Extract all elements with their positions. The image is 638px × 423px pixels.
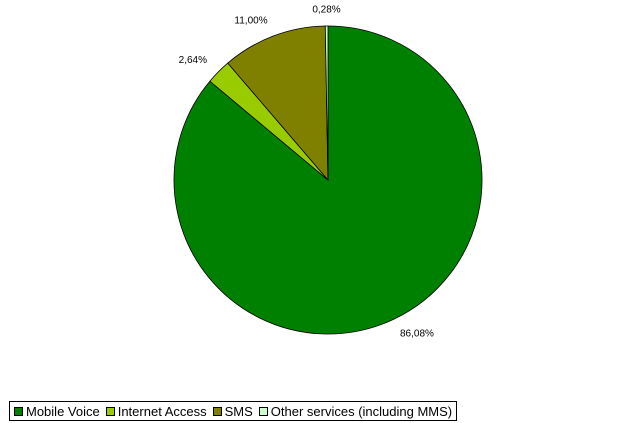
legend-item-internet-access: Internet Access bbox=[105, 403, 207, 419]
data-label-internet-access: 2,64% bbox=[179, 55, 207, 66]
pie-data-labels: 86,08% 2,64% 11,00% 0,28% bbox=[179, 5, 434, 340]
legend-label-internet-access: Internet Access bbox=[117, 403, 207, 419]
data-label-other-services: 0,28% bbox=[312, 5, 340, 16]
legend-swatch-sms bbox=[212, 406, 222, 416]
legend-item-sms: SMS bbox=[212, 403, 253, 419]
legend-swatch-mobile-voice bbox=[14, 406, 23, 416]
pie-slice-other-services bbox=[324, 25, 329, 181]
data-label-mobile-voice: 86,08% bbox=[400, 329, 434, 340]
legend-label-mobile-voice: Mobile Voice bbox=[26, 403, 100, 419]
pie-chart: 86,08% 2,64% 11,00% 0,28% bbox=[173, 5, 483, 340]
legend-label-sms: SMS bbox=[224, 403, 253, 419]
data-label-sms: 11,00% bbox=[234, 16, 267, 27]
pie-slice-sms bbox=[227, 25, 329, 182]
legend: Mobile Voice Internet Access SMS Other s… bbox=[9, 401, 458, 421]
legend-item-other-services: Other services (including MMS) bbox=[258, 403, 453, 419]
pie-slices bbox=[173, 25, 483, 335]
legend-label-other-services: Other services (including MMS) bbox=[270, 403, 453, 419]
legend-swatch-internet-access bbox=[105, 406, 115, 416]
legend-item-mobile-voice: Mobile Voice bbox=[14, 404, 100, 419]
legend-swatch-other-services bbox=[258, 406, 268, 416]
